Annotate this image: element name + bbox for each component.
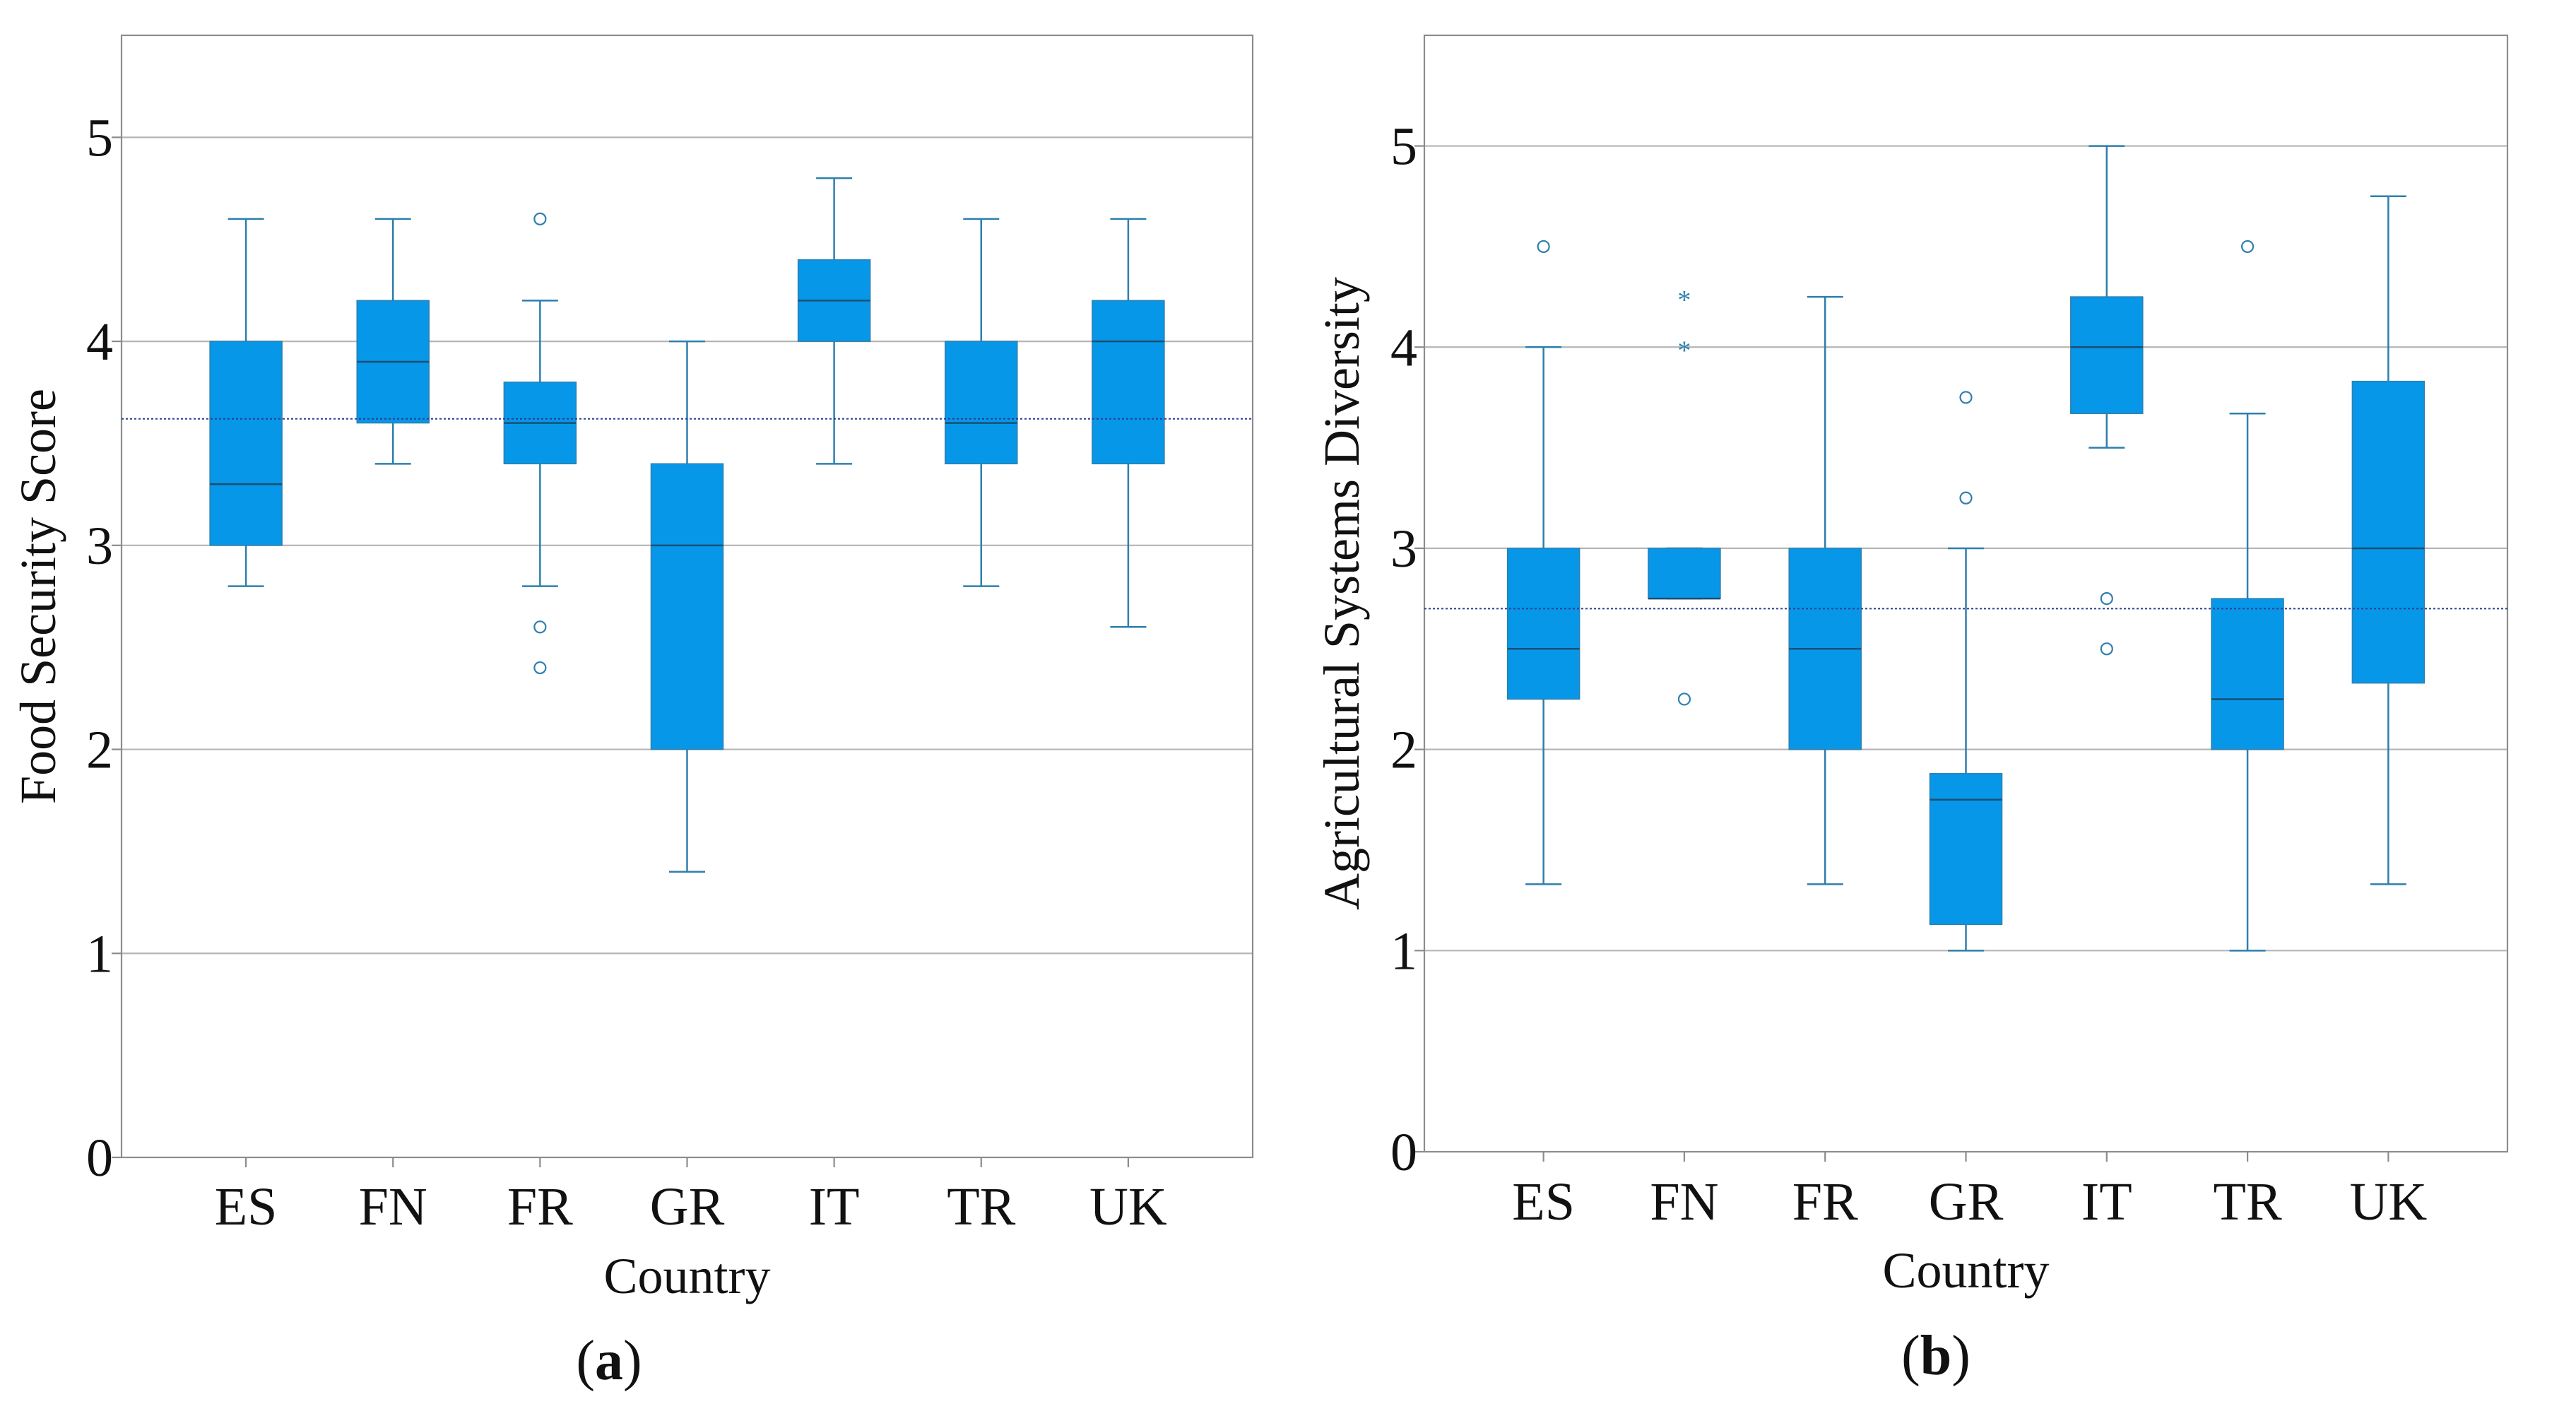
- y-tick-label: 3: [1390, 519, 1417, 579]
- y-tick-label: 4: [1390, 318, 1417, 377]
- box-gr: [650, 340, 724, 873]
- outlier-point: [2100, 592, 2113, 606]
- y-tick-label: 0: [86, 1128, 113, 1188]
- box-es: [1506, 240, 1581, 885]
- box-body: [1092, 300, 1165, 465]
- outlier-point: [1959, 491, 1973, 505]
- outlier-point: [1959, 391, 1973, 404]
- box-uk: [1092, 218, 1165, 628]
- box-body: [2351, 380, 2426, 684]
- x-axis-title: Country: [603, 1248, 770, 1304]
- y-axis-title: Food Security Score: [10, 389, 66, 804]
- box-fr: [503, 212, 577, 675]
- box-fr: [1788, 295, 1862, 885]
- box-body: [209, 341, 283, 546]
- box-tr: [945, 218, 1018, 587]
- box-body: [1929, 773, 2003, 926]
- panel-caption: (b): [1901, 1325, 1971, 1387]
- box-fn: [356, 218, 430, 465]
- outlier-point: [533, 212, 547, 225]
- x-tick-label: FN: [359, 1177, 427, 1237]
- x-tick-label: GR: [650, 1177, 725, 1237]
- x-axis-title: Country: [1882, 1242, 2049, 1299]
- y-tick-label: 5: [1390, 117, 1417, 177]
- box-body: [945, 341, 1018, 465]
- box-body: [2070, 296, 2144, 414]
- x-tick-label: ES: [215, 1177, 278, 1237]
- box-it: [797, 177, 871, 465]
- outlier-point: [1537, 240, 1550, 254]
- y-tick-label: 1: [1390, 921, 1417, 981]
- outlier-point: [533, 661, 547, 675]
- x-tick-label: ES: [1512, 1172, 1575, 1232]
- y-tick-label: 0: [1390, 1123, 1417, 1182]
- outlier-point: [1677, 692, 1691, 706]
- box-it: [2070, 145, 2144, 656]
- x-tick-label: FR: [507, 1177, 573, 1237]
- y-tick-label: 5: [86, 108, 113, 167]
- x-tick-label: UK: [1089, 1177, 1167, 1237]
- box-body: [650, 463, 724, 750]
- y-tick-label: 1: [86, 924, 113, 984]
- outlier-point: [2240, 240, 2255, 254]
- x-tick-label: FR: [1792, 1172, 1858, 1232]
- x-tick-label: GR: [1929, 1172, 2004, 1232]
- y-axis-title: Agricultural Systems Diversity: [1313, 277, 1370, 910]
- box-es: [209, 218, 283, 587]
- panel-a: 0 1 2 3 4 5 ES FN FR GR IT TR UK Country Food Security…: [10, 34, 1254, 1392]
- x-tick-label: IT: [809, 1177, 860, 1237]
- box-gr: [1929, 391, 2003, 952]
- y-tick-label: 4: [86, 312, 113, 372]
- extreme-point: *: [1677, 336, 1691, 365]
- box-body: [1506, 548, 1581, 700]
- box-fn: **: [1648, 285, 1721, 706]
- outlier-point: [2100, 642, 2113, 656]
- panel-caption: (a): [576, 1330, 642, 1392]
- x-tick-label: FN: [1650, 1172, 1718, 1232]
- box-body: [1648, 548, 1721, 599]
- x-tick-label: IT: [2081, 1172, 2132, 1232]
- y-tick-label: 3: [86, 517, 113, 576]
- x-tick-label: TR: [947, 1177, 1015, 1237]
- box-uk: [2351, 195, 2426, 885]
- y-tick-label: 2: [1390, 721, 1417, 780]
- x-tick-label: TR: [2214, 1172, 2282, 1232]
- box-body: [2211, 598, 2284, 750]
- outlier-point: [533, 620, 547, 634]
- box-tr: [2211, 240, 2284, 952]
- extreme-point: *: [1677, 285, 1691, 315]
- y-tick-label: 2: [86, 721, 113, 780]
- x-tick-label: UK: [2349, 1172, 2427, 1232]
